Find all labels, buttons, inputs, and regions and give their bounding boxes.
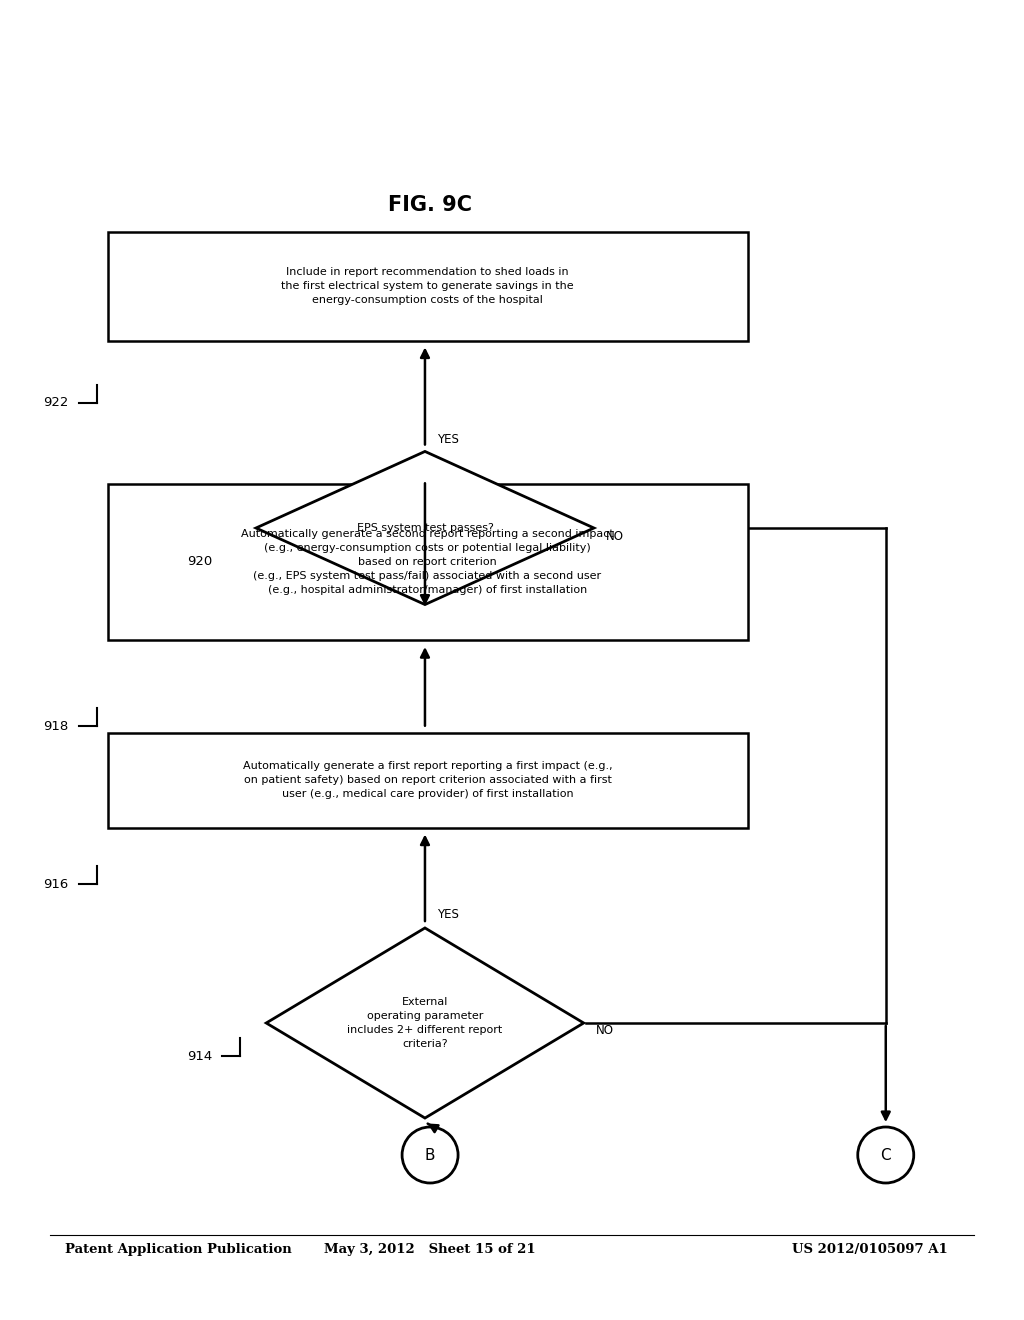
- Text: Automatically generate a first report reporting a first impact (e.g.,
on patient: Automatically generate a first report re…: [243, 762, 612, 799]
- Text: Automatically generate a second report reporting a second impact
(e.g., energy-c: Automatically generate a second report r…: [241, 529, 614, 595]
- Bar: [108, 484, 748, 640]
- Polygon shape: [266, 928, 584, 1118]
- Text: C: C: [881, 1147, 891, 1163]
- Text: YES: YES: [437, 433, 459, 446]
- Text: Include in report recommendation to shed loads in
the first electrical system to: Include in report recommendation to shed…: [282, 268, 573, 305]
- Text: NO: NO: [606, 529, 624, 543]
- Text: 916: 916: [44, 878, 69, 891]
- Text: 918: 918: [44, 719, 69, 733]
- Text: External
operating parameter
includes 2+ different report
criteria?: External operating parameter includes 2+…: [347, 997, 503, 1049]
- Bar: [108, 733, 748, 828]
- Text: Patent Application Publication: Patent Application Publication: [65, 1243, 292, 1257]
- Text: NO: NO: [596, 1024, 613, 1038]
- Text: EPS system test passes?: EPS system test passes?: [356, 523, 494, 533]
- Polygon shape: [256, 451, 594, 605]
- Text: B: B: [425, 1147, 435, 1163]
- Text: 920: 920: [187, 554, 212, 568]
- Bar: [108, 232, 748, 341]
- Text: YES: YES: [437, 908, 459, 921]
- Text: 922: 922: [43, 396, 69, 409]
- Text: FIG. 9C: FIG. 9C: [388, 194, 472, 215]
- Text: US 2012/0105097 A1: US 2012/0105097 A1: [793, 1243, 948, 1257]
- Text: May 3, 2012   Sheet 15 of 21: May 3, 2012 Sheet 15 of 21: [325, 1243, 536, 1257]
- Text: 914: 914: [187, 1049, 212, 1063]
